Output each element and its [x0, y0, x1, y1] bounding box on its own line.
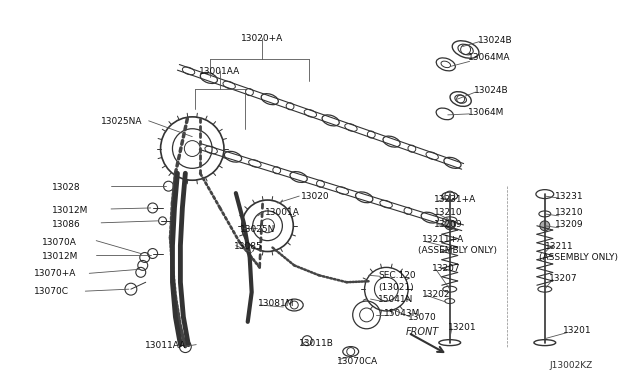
Text: 13210: 13210	[555, 208, 583, 217]
Text: 13209: 13209	[434, 220, 463, 229]
Text: FRONT: FRONT	[406, 327, 440, 337]
Text: 13201: 13201	[563, 326, 591, 335]
Text: 13207: 13207	[432, 264, 461, 273]
Text: 13085: 13085	[234, 242, 262, 251]
Text: J13002KZ: J13002KZ	[549, 362, 593, 371]
Text: 13231: 13231	[555, 192, 583, 201]
Text: 13024B: 13024B	[477, 36, 512, 45]
Text: 13070: 13070	[408, 313, 437, 322]
Text: 13086: 13086	[52, 220, 81, 229]
Text: 13024B: 13024B	[474, 86, 508, 95]
Text: 13211+A: 13211+A	[422, 235, 464, 244]
Text: 13011AA: 13011AA	[145, 341, 186, 350]
Text: 13207: 13207	[548, 274, 577, 283]
Text: 13025N: 13025N	[240, 225, 275, 234]
Text: 13070+A: 13070+A	[34, 269, 76, 278]
Circle shape	[445, 220, 454, 230]
Text: 15041N: 15041N	[378, 295, 414, 304]
Text: 13211: 13211	[545, 242, 573, 251]
Text: 13001A: 13001A	[264, 208, 300, 217]
Text: 13070C: 13070C	[34, 287, 69, 296]
Text: 13209: 13209	[555, 220, 583, 229]
Circle shape	[540, 221, 550, 231]
Text: 13201: 13201	[448, 323, 476, 332]
Text: 15043M: 15043M	[385, 309, 420, 318]
Text: (ASSEMBLY ONLY): (ASSEMBLY ONLY)	[539, 253, 618, 262]
Text: SEC.120: SEC.120	[378, 271, 416, 280]
Text: 13070CA: 13070CA	[337, 356, 378, 366]
Text: 13011B: 13011B	[300, 339, 334, 348]
Text: 13070A: 13070A	[42, 238, 77, 247]
Text: 13064M: 13064M	[468, 108, 504, 117]
Text: 13025NA: 13025NA	[101, 117, 143, 126]
Text: 13020: 13020	[301, 192, 330, 201]
Text: 13231+A: 13231+A	[434, 195, 476, 204]
Text: 13081M: 13081M	[258, 299, 294, 308]
Text: 13001AA: 13001AA	[200, 67, 241, 76]
Text: 13020+A: 13020+A	[241, 34, 283, 43]
Text: 13012M: 13012M	[52, 206, 88, 215]
Text: (13021): (13021)	[378, 283, 414, 292]
Text: (ASSEMBLY ONLY): (ASSEMBLY ONLY)	[418, 246, 497, 254]
Text: 13064MA: 13064MA	[468, 54, 510, 62]
Text: 13202: 13202	[422, 290, 451, 299]
Text: 13210: 13210	[434, 208, 463, 217]
Text: 13012M: 13012M	[42, 251, 78, 260]
Text: 13028: 13028	[52, 183, 80, 192]
